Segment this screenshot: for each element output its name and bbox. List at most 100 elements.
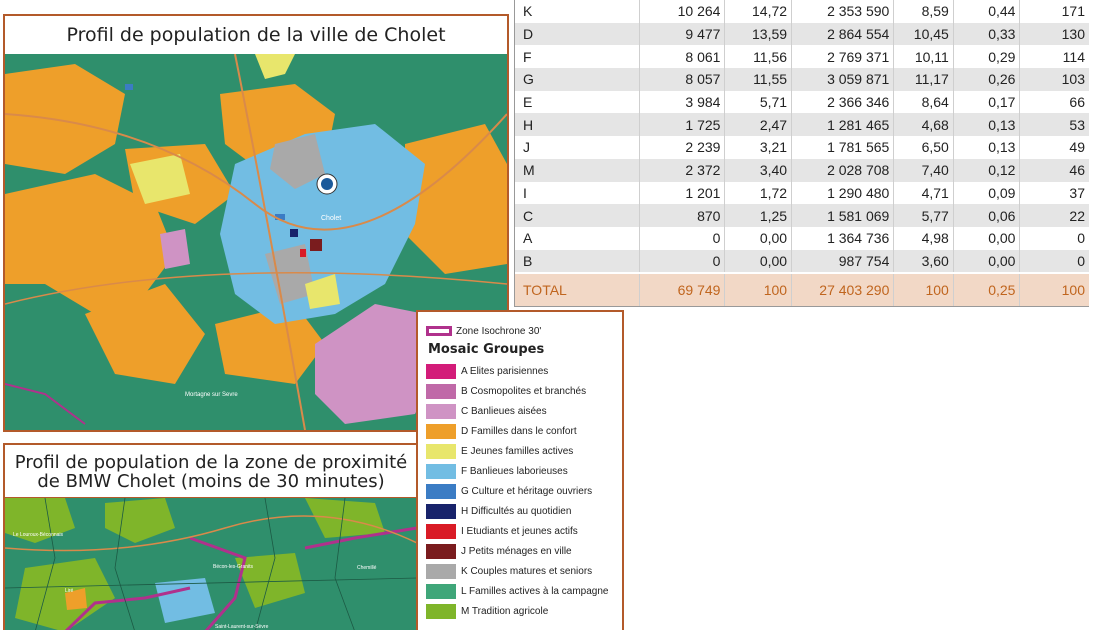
table-cell: 0,09	[952, 181, 1020, 205]
table-cell: 14,72	[724, 0, 792, 23]
zone-map: Le Louroux-Béconnais Liré Bécon-les-Gran…	[5, 498, 417, 630]
table-cell: 10,11	[893, 45, 954, 69]
table-cell: J	[523, 139, 530, 156]
legend-zone-label: Zone Isochrone 30'	[456, 325, 542, 337]
table-cell: 3,40	[724, 158, 792, 182]
legend-item-label: C Banlieues aisées	[461, 405, 547, 417]
legend-item: L Familles actives à la campagne	[426, 581, 622, 601]
table-cell: 1 201	[638, 181, 725, 205]
table-cell: I	[523, 184, 527, 201]
table-cell: 13,59	[724, 22, 792, 46]
legend-item-label: F Banlieues laborieuses	[461, 465, 568, 477]
zone-map-label-1: Le Louroux-Béconnais	[13, 532, 64, 538]
table-cell: 0	[638, 249, 725, 274]
table-cell: 1,72	[724, 181, 792, 205]
statistics-table-container: K 10 264 14,72 2 353 590 8,59 0,44 171 D 9 477 13…	[514, 0, 1089, 307]
table-cell: 2,47	[724, 113, 792, 137]
table-cell: 5,77	[893, 204, 954, 227]
zone-map-title: Profil de population de la zone de proxi…	[5, 445, 417, 498]
table-cell: 0,06	[952, 204, 1020, 227]
city-map: Cholet Mortagne sur Sevre	[5, 54, 507, 430]
table-cell: 0,00	[724, 226, 792, 250]
table-total-cell: 0,25	[952, 272, 1020, 307]
table-cell: 2 028 708	[791, 158, 894, 182]
legend-zone-row: Zone Isochrone 30'	[426, 322, 622, 340]
table-cell: 171	[1019, 0, 1089, 23]
legend-swatch	[426, 543, 456, 559]
legend-item-label: M Tradition agricole	[461, 605, 549, 617]
table-cell: 0,29	[952, 45, 1020, 69]
table-row: F 8 061 11,56 2 769 371 10,11 0,29 114	[515, 45, 1089, 69]
legend-item-label: I Etudiants et jeunes actifs	[461, 525, 578, 537]
legend-items: A Elites parisiennes B Cosmopolites et br…	[426, 361, 622, 621]
legend-item-label: D Familles dans le confort	[461, 425, 577, 437]
table-cell: 4,68	[893, 113, 954, 137]
legend-item-label: G Culture et héritage ouvriers	[461, 485, 593, 497]
legend-swatch	[426, 403, 456, 419]
table-cell: 0,00	[952, 249, 1020, 274]
table-cell: 1,25	[724, 204, 792, 227]
table-cell: 10 264	[638, 0, 725, 23]
table-total-row: TOTAL 69 749 100 27 403 290 100 0,25 100	[515, 272, 1089, 307]
table-cell: K	[523, 3, 533, 20]
legend-swatch	[426, 563, 456, 579]
table-cell: 8 057	[638, 68, 725, 91]
table-row: B 0 0,00 987 754 3,60 0,00 0	[515, 249, 1089, 274]
table-cell: 0	[1019, 226, 1089, 250]
legend-item: B Cosmopolites et branchés	[426, 381, 622, 401]
table-cell: 0	[638, 226, 725, 250]
table-cell: 4,71	[893, 181, 954, 205]
table-cell: 22	[1019, 204, 1089, 227]
table-cell: 8,64	[893, 90, 954, 114]
zone-map-label-3: Bécon-les-Granits	[213, 564, 254, 570]
table-total-cell: 69 749	[638, 272, 725, 307]
statistics-table: K 10 264 14,72 2 353 590 8,59 0,44 171 D 9 477 13…	[515, 0, 1089, 307]
table-cell: 49	[1019, 136, 1089, 159]
legend-item: G Culture et héritage ouvriers	[426, 481, 622, 501]
table-cell: 37	[1019, 181, 1089, 205]
city-map-title: Profil de population de la ville de Chol…	[5, 16, 507, 55]
zone-swatch	[426, 326, 452, 336]
table-cell: 7,40	[893, 158, 954, 182]
table-cell: 114	[1019, 45, 1089, 69]
legend-item-label: L Familles actives à la campagne	[461, 585, 609, 597]
legend-item-label: B Cosmopolites et branchés	[461, 385, 587, 397]
table-row: A 0 0,00 1 364 736 4,98 0,00 0	[515, 226, 1089, 250]
legend-item-label: E Jeunes familles actives	[461, 445, 574, 457]
legend-item-label: H Difficultés au quotidien	[461, 505, 572, 517]
table-cell: 1 581 069	[791, 204, 894, 227]
table-cell: 987 754	[791, 249, 894, 274]
zone-map-label-2: Liré	[65, 588, 74, 594]
legend-title: Mosaic Groupes	[428, 342, 545, 357]
table-cell: 0	[1019, 249, 1089, 274]
zone-map-panel: Profil de population de la zone de proxi…	[3, 443, 419, 630]
legend-item-label: A Elites parisiennes	[461, 365, 549, 377]
table-cell: 9 477	[638, 22, 725, 46]
legend-swatch	[426, 483, 456, 499]
table-cell: C	[515, 204, 640, 227]
legend-swatch	[426, 363, 456, 379]
table-cell: D	[515, 22, 640, 46]
table-cell: M	[515, 158, 640, 182]
table-cell: 0,00	[724, 249, 792, 274]
table-cell: 8 061	[638, 45, 725, 69]
table-row: I 1 201 1,72 1 290 480 4,71 0,09 37	[515, 181, 1089, 205]
table-cell: 1 290 480	[791, 181, 894, 205]
table-total-cell: TOTAL	[515, 272, 640, 307]
table-cell: 870	[638, 204, 725, 227]
table-cell: H	[515, 113, 640, 137]
legend-swatch	[426, 503, 456, 519]
legend-item: H Difficultés au quotidien	[426, 501, 622, 521]
table-total-cell: 100	[724, 272, 792, 307]
city-map-label-cholet: Cholet	[321, 215, 341, 222]
table-cell: 66	[1019, 90, 1089, 114]
table-cell: 2 366 346	[791, 90, 894, 114]
table-cell: 3 984	[638, 90, 725, 114]
legend-item-label: J Petits ménages en ville	[461, 545, 572, 557]
table-row: E 3 984 5,71 2 366 346 8,64 0,17 66	[515, 90, 1089, 114]
legend-item: D Familles dans le confort	[426, 421, 622, 441]
table-cell: 0,17	[952, 90, 1020, 114]
legend-item: F Banlieues laborieuses	[426, 461, 622, 481]
